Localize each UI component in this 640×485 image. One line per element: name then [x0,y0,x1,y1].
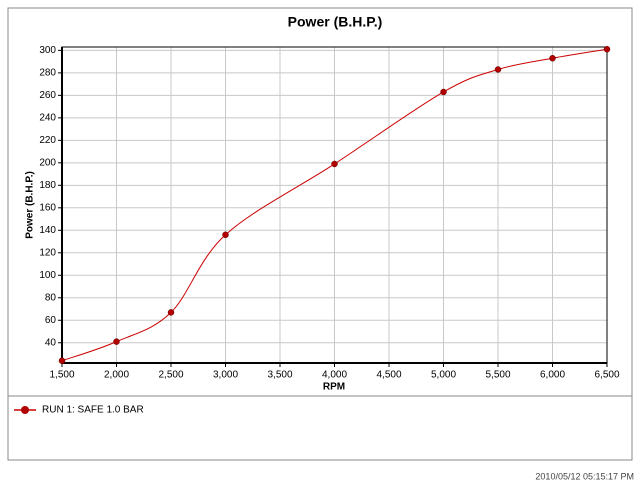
data-point [58,357,66,365]
x-tick-label: 5,000 [431,370,456,381]
x-tick-label: 3,500 [267,370,292,381]
y-tick-label: 80 [45,292,57,303]
y-tick-label: 240 [39,112,56,123]
y-tick-label: 180 [39,180,56,191]
data-point [331,160,338,168]
y-tick-label: 60 [45,315,57,326]
data-point [113,338,120,345]
x-tick-label: 5,500 [485,370,510,381]
y-tick-label: 120 [39,247,56,258]
x-axis-label: RPM [323,382,345,393]
data-point [603,45,611,53]
y-tick-label: 100 [39,270,56,281]
data-point [549,54,556,62]
y-tick-label: 260 [39,90,56,101]
x-tick-label: 6,500 [594,370,619,381]
data-point [494,66,502,73]
data-point [440,88,447,96]
x-tick-label: 1,500 [49,370,74,381]
x-tick-label: 4,500 [376,370,401,381]
y-tick-label: 280 [39,68,56,79]
x-tick-label: 2,500 [158,370,183,381]
legend-marker [21,406,29,414]
y-tick-label: 40 [45,337,57,348]
x-tick-label: 6,000 [540,370,565,381]
chart-frame [7,7,633,461]
y-axis-label: Power (B.H.P.) [25,171,36,239]
y-tick-label: 200 [39,157,56,168]
legend-label: RUN 1: SAFE 1.0 BAR [42,405,144,416]
timestamp: 2010/05/12 05:15:17 PM [535,471,634,481]
y-tick-label: 140 [39,225,56,236]
x-tick-label: 2,000 [104,370,129,381]
y-tick-label: 220 [39,135,56,146]
data-point [222,231,229,239]
x-tick-label: 4,000 [322,370,347,381]
chart-title: Power (B.H.P.) [288,14,383,30]
y-tick-label: 160 [39,202,56,213]
y-tick-label: 300 [39,45,56,56]
x-tick-label: 3,000 [213,370,238,381]
data-point [167,309,175,316]
